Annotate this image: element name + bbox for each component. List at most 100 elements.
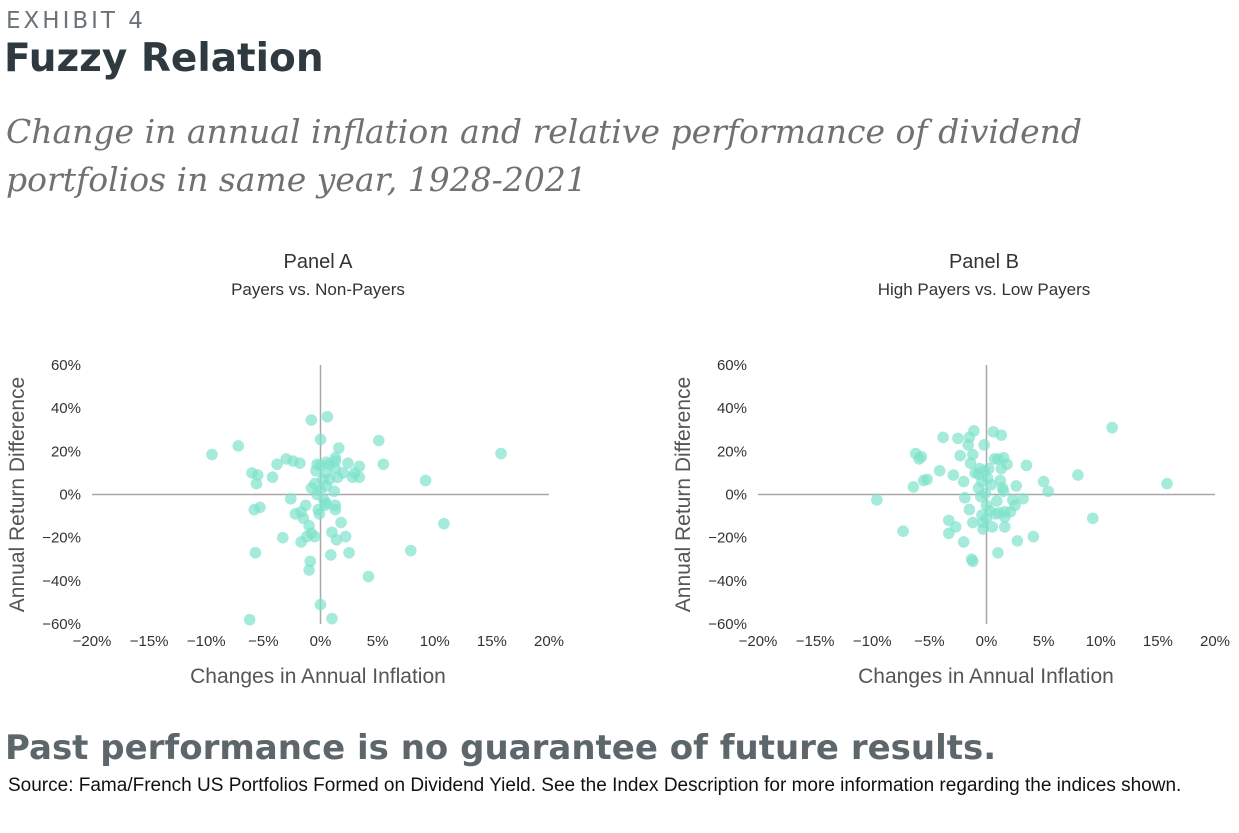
data-point [284,493,297,505]
data-point [342,457,354,470]
data-point [995,429,1008,441]
data-point [871,494,883,506]
x-tick-label: 0% [976,633,998,650]
data-point [963,503,976,516]
data-point [1001,458,1013,471]
data-point [957,475,970,488]
data-point [339,530,352,543]
x-tick-label: 0% [310,633,332,650]
data-point [353,460,366,473]
y-tick-label: −60% [708,616,747,633]
data-point [986,521,999,533]
y-tick-label: 0% [725,487,747,504]
data-point [320,497,333,509]
y-tick-label: 60% [717,357,747,374]
panel-subtitle: Payers vs. Non-Payers [231,280,405,299]
data-point [979,487,992,500]
y-tick-label: 20% [717,443,747,460]
page-subtitle: Change in annual inflation and relative … [6,112,1082,199]
data-point [1086,512,1099,525]
data-point [328,485,341,498]
exhibit-label: EXHIBIT 4 [6,8,146,34]
data-point [321,411,334,423]
x-tick-label: 5% [367,633,389,650]
data-point [937,431,949,444]
data-point [353,471,366,484]
data-point [977,523,989,535]
data-point [314,433,327,446]
x-tick-label: 10% [420,633,450,650]
y-tick-label: −60% [42,616,81,633]
data-point [915,450,928,463]
data-point [313,508,326,520]
data-point [949,521,962,533]
data-point [206,448,218,461]
data-point [438,517,450,530]
data-point [495,447,507,460]
data-point [332,442,345,454]
data-point [243,613,256,626]
x-tick-label: −20% [739,633,778,650]
x-tick-label: 5% [1033,633,1055,650]
y-tick-label: −40% [42,573,81,590]
data-point [330,534,343,546]
data-point [954,449,967,462]
data-point [952,432,964,445]
data-point [362,570,375,583]
panel-a-chart: Panel A Payers vs. Non-Payers 60% 40% 20% 0% −… [6,251,564,688]
data-point [294,457,306,470]
data-point [982,462,995,475]
data-point [419,474,432,487]
x-axis-label: Changes in Annual Inflation [190,665,446,688]
data-point [1037,475,1050,488]
page-title: Fuzzy Relation [4,36,324,81]
panel-b-chart: Panel B High Payers vs. Low Payers 60% 40% 2… [672,251,1230,688]
data-point [377,458,390,471]
data-point [998,521,1011,533]
data-point [947,469,960,481]
data-point [966,516,979,529]
charts-area: Panel A Payers vs. Non-Payers 60% 40% 20% 0% −… [6,251,1230,688]
data-point [997,485,1010,498]
data-point [335,516,347,529]
panel-title: Panel B [949,251,1019,273]
data-point [1106,421,1118,434]
x-tick-label: −20% [73,633,112,650]
data-point [1010,480,1023,492]
x-tick-label: −10% [853,633,892,650]
y-tick-label: 40% [717,400,747,417]
y-tick-label: −20% [708,530,747,547]
data-point [921,473,933,486]
data-point [990,495,1003,507]
y-tick-label: 0% [59,487,81,504]
data-point [249,546,262,559]
data-point [254,501,266,514]
data-point [266,471,279,484]
x-tick-label: −5% [914,633,944,650]
data-point [992,546,1004,559]
x-tick-label: 15% [477,633,507,650]
data-point [276,531,289,544]
x-tick-label: −15% [130,633,169,650]
data-point [326,612,338,625]
data-point [337,467,350,479]
data-point [897,525,909,537]
data-point [304,555,317,568]
data-point [1072,469,1084,481]
data-point [343,546,355,559]
data-point [305,414,318,426]
data-point [1009,499,1021,512]
data-point [966,555,979,568]
data-point [250,477,263,490]
data-point [978,439,991,451]
data-point [1020,459,1033,472]
data-point [404,544,417,557]
x-tick-label: 10% [1086,633,1116,650]
data-point [1027,530,1040,543]
source-note: Source: Fama/French US Portfolios Formed… [8,775,1182,796]
data-point [907,481,920,493]
x-tick-label: −10% [187,633,226,650]
y-axis-label: Annual Return Difference [672,377,695,612]
data-point [957,536,970,548]
data-point [933,464,946,477]
